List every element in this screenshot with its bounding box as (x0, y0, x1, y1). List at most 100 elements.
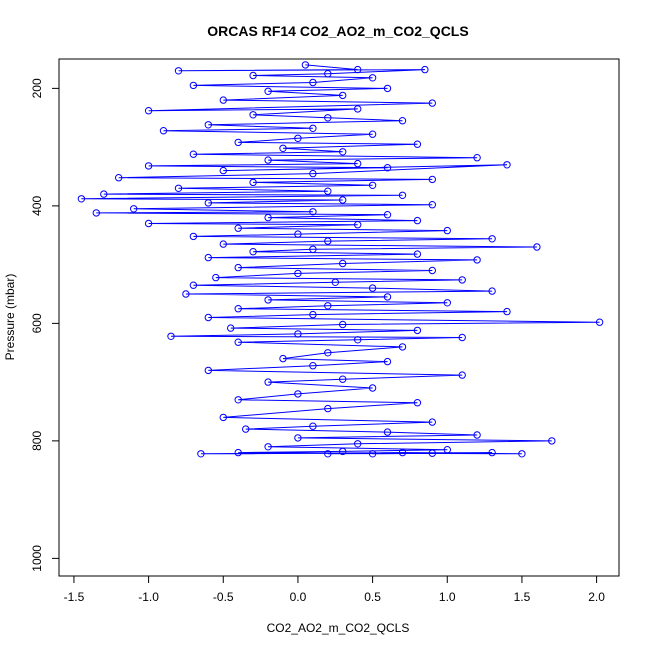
data-point (339, 91, 347, 100)
x-tick-label: 1.5 (514, 590, 531, 604)
data-point (204, 366, 213, 375)
data-point (339, 148, 347, 156)
data-point (249, 248, 257, 256)
data-point (294, 134, 302, 143)
data-point (294, 269, 302, 278)
data-point (368, 450, 377, 458)
data-point (324, 450, 332, 458)
data-point (294, 330, 302, 338)
data-point (212, 273, 220, 282)
data-point (354, 105, 362, 113)
data-point (234, 305, 242, 313)
data-point (354, 159, 362, 168)
data-point (309, 362, 317, 370)
data-point (413, 140, 422, 148)
data-point (130, 205, 138, 213)
data-point (279, 144, 287, 153)
plot-content (77, 61, 604, 458)
plot-frame (58, 58, 620, 577)
data-point (144, 107, 153, 115)
data-point (294, 434, 302, 442)
chart-title: ORCAS RF14 CO2_AO2_m_CO2_QCLS (207, 23, 468, 39)
data-point (503, 161, 511, 169)
data-point (234, 138, 242, 147)
data-point (458, 333, 466, 342)
series-line (81, 64, 600, 455)
data-point (354, 65, 362, 74)
data-point (92, 209, 101, 217)
y-tick-label: 800 (30, 431, 44, 451)
y-tick-label: 600 (30, 313, 44, 333)
data-point (398, 448, 407, 457)
data-point (443, 299, 451, 307)
data-point (324, 187, 332, 195)
x-tick-label: 2.0 (588, 590, 605, 604)
data-point (383, 211, 392, 219)
data-point (428, 175, 436, 184)
data-point (473, 154, 481, 162)
data-point (428, 201, 436, 209)
data-point (115, 174, 123, 182)
data-point (309, 422, 317, 430)
data-point (324, 302, 332, 310)
data-point (383, 357, 392, 366)
data-point (548, 437, 556, 445)
data-point (204, 199, 213, 207)
data-point (368, 74, 377, 82)
data-point (398, 343, 407, 351)
y-tick-label: 400 (30, 196, 44, 216)
data-point (249, 111, 257, 119)
x-axis: -1.5 -1.0 -0.5 0.0 0.5 1.0 1.5 2.0 (64, 575, 605, 604)
data-point (144, 162, 153, 170)
data-point (309, 310, 317, 319)
data-point (219, 413, 228, 422)
data-point (144, 219, 153, 228)
data-point (324, 404, 332, 413)
data-point (189, 81, 198, 90)
data-point (503, 307, 511, 316)
data-point (413, 326, 422, 335)
data-point (189, 281, 198, 289)
data-point (383, 84, 392, 93)
data-point (174, 184, 183, 193)
data-point (428, 99, 436, 107)
data-point (234, 448, 242, 457)
data-point (324, 237, 332, 245)
data-point (339, 320, 347, 329)
x-tick-label: -0.5 (213, 590, 234, 604)
data-point (488, 287, 496, 295)
y-axis-label: Pressure (mbar) (3, 274, 17, 361)
data-point (100, 190, 108, 198)
data-point (264, 296, 272, 304)
data-point (368, 181, 377, 190)
data-point (309, 245, 317, 254)
data-point (398, 117, 407, 125)
data-point (354, 221, 362, 229)
data-point (428, 266, 436, 275)
x-tick-label: 0.0 (290, 590, 307, 604)
data-point (339, 196, 347, 204)
data-point (264, 378, 272, 386)
data-point (264, 443, 272, 451)
data-point (182, 290, 190, 298)
data-point (264, 87, 272, 96)
data-point (421, 65, 429, 74)
data-point (204, 121, 213, 129)
data-point (294, 390, 302, 398)
data-point (309, 208, 317, 216)
data-point (167, 332, 175, 340)
data-point (234, 396, 242, 404)
data-point (264, 156, 272, 164)
data-point (383, 428, 392, 436)
data-point (339, 447, 347, 456)
y-axis: 200 400 600 800 1000 (30, 78, 60, 572)
data-point (413, 216, 422, 225)
data-point (219, 240, 228, 248)
data-point (368, 284, 377, 292)
data-point (324, 349, 332, 357)
data-point (339, 375, 347, 383)
x-tick-label: 1.0 (439, 590, 456, 604)
data-point (324, 114, 332, 122)
data-point (234, 224, 242, 232)
